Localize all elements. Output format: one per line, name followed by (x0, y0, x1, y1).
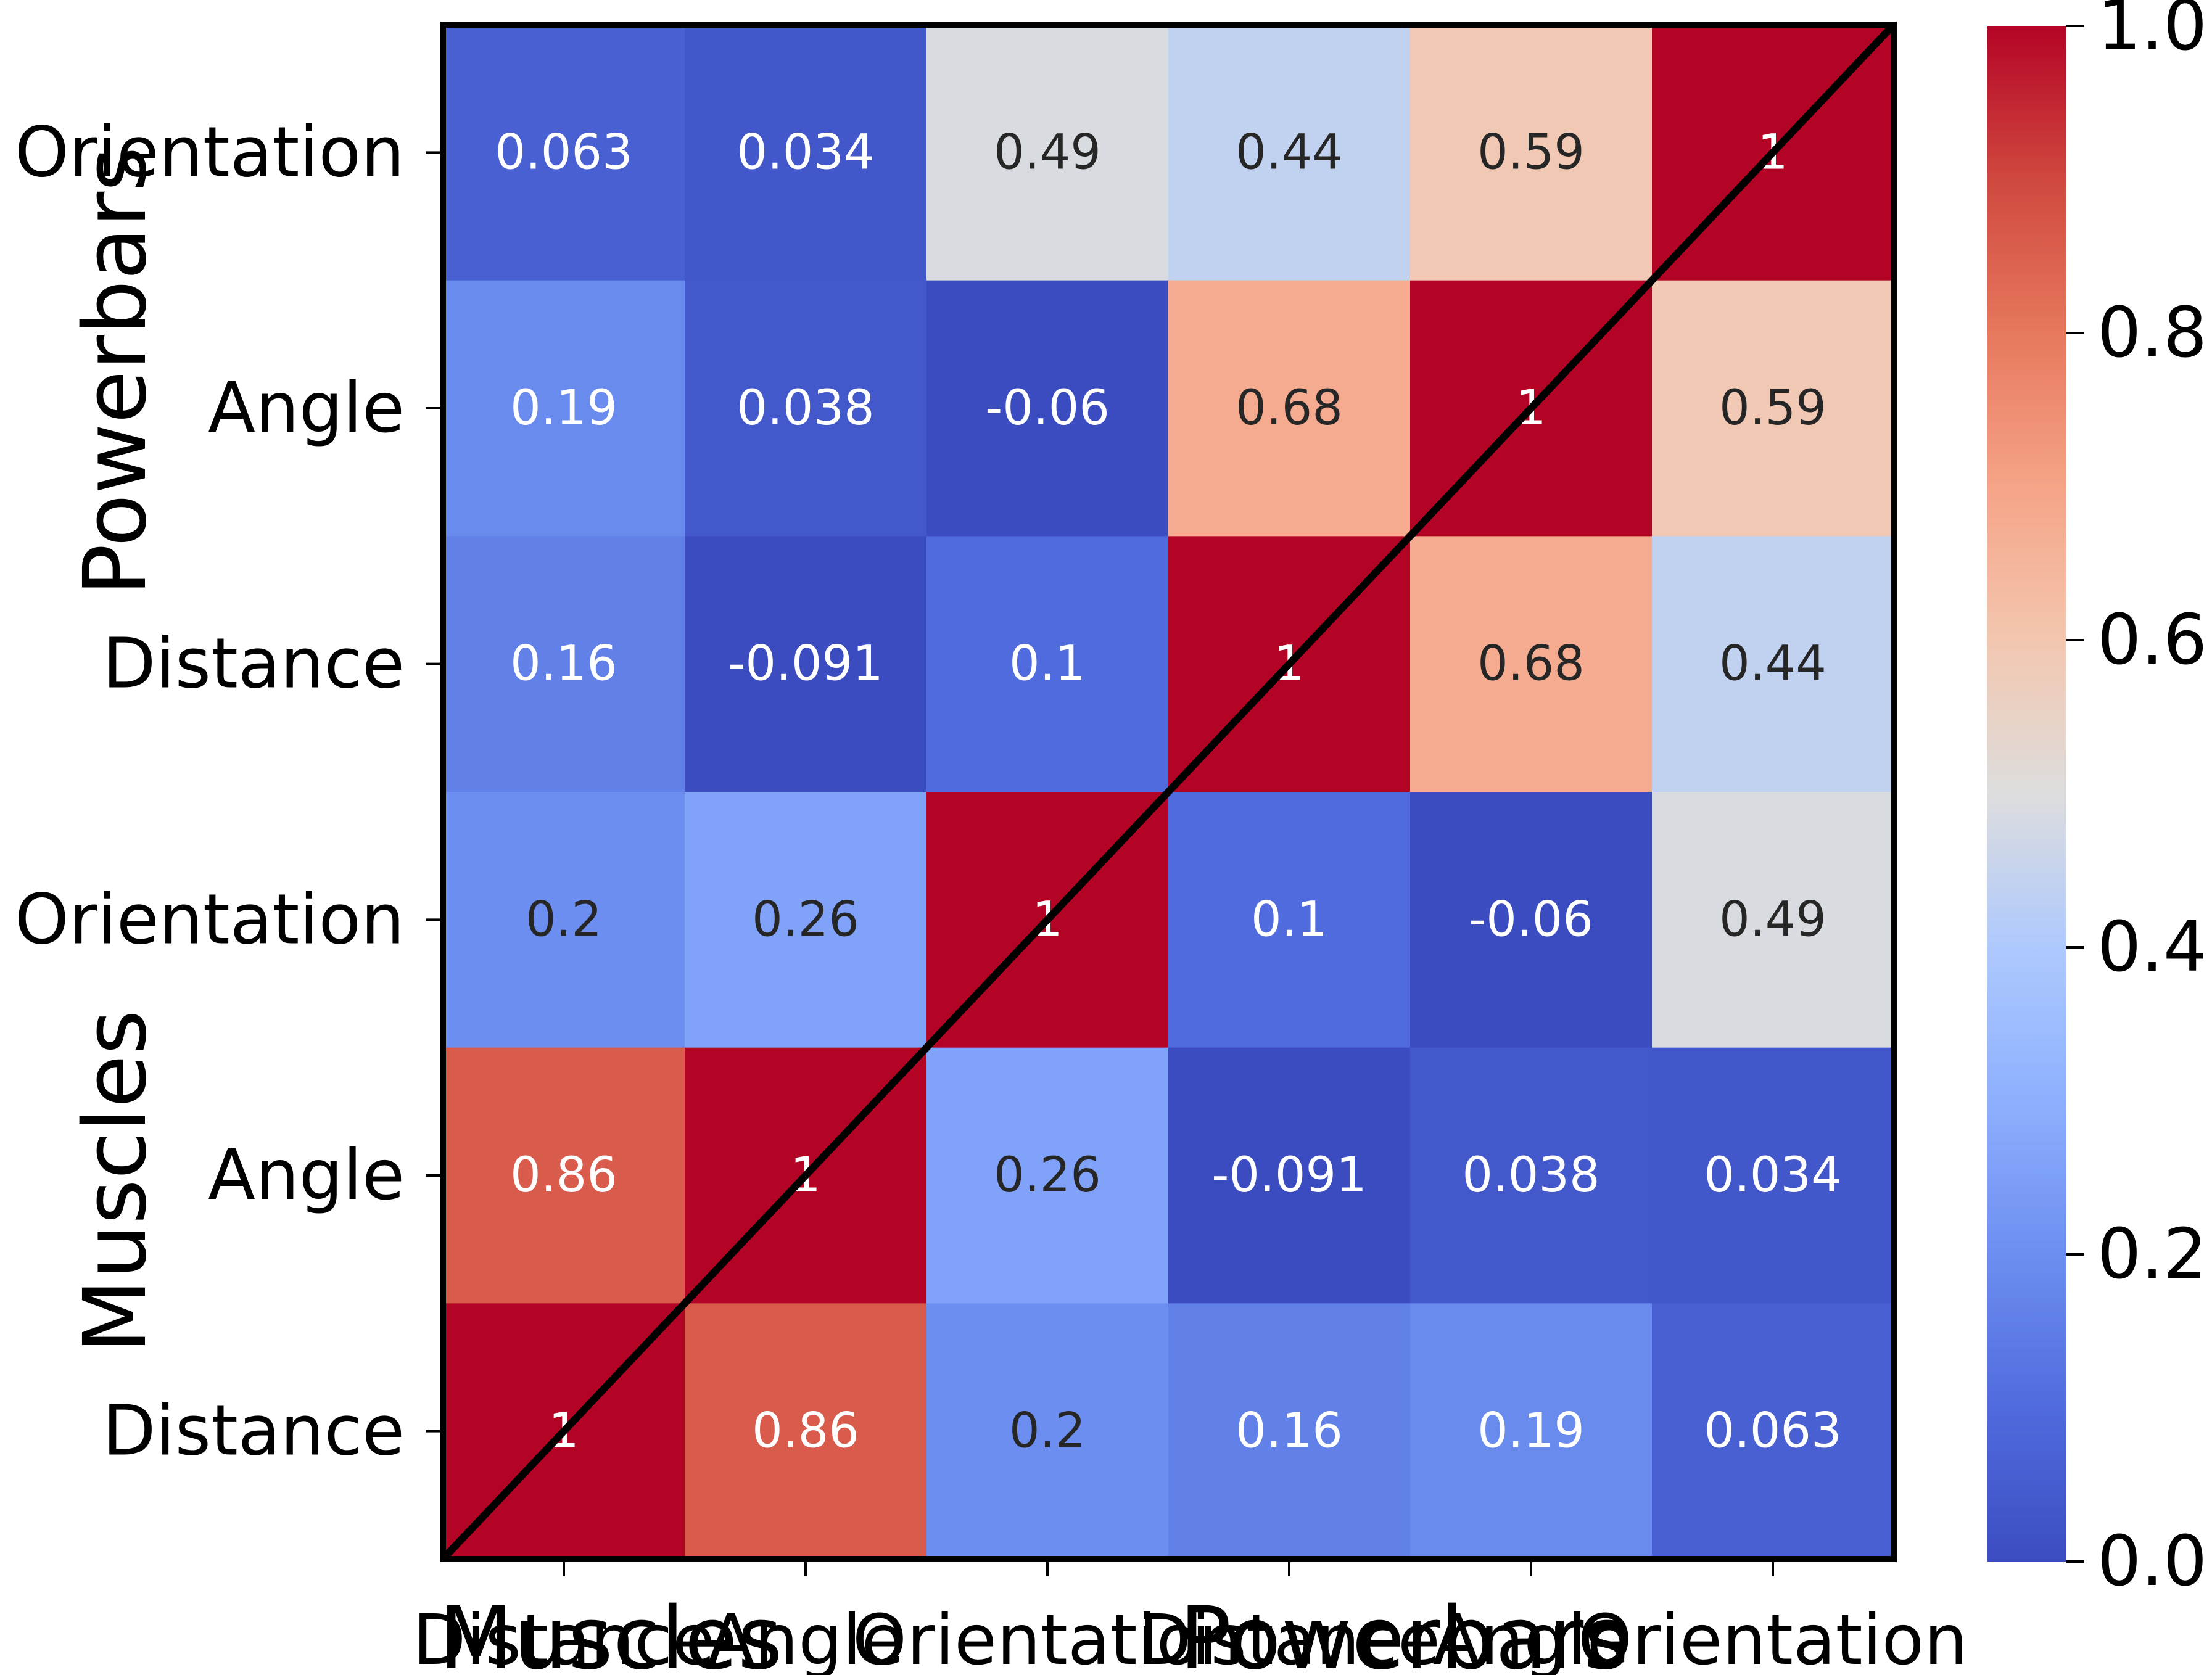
group-labels: Muscles Powerbars Powerbars Muscles (65, 147, 1628, 1675)
cell-annotation-r2-c0: 0.16 (510, 636, 617, 692)
cell-annotation-r5-c5: 0.063 (1704, 1404, 1841, 1459)
y-group-label-1: Muscles (65, 1010, 166, 1353)
heatmap-cell-r5-c1 (685, 1303, 927, 1560)
heatmap-cell-r2-c0 (443, 536, 685, 792)
cell-annotation-r0-c1: 0.034 (737, 125, 874, 180)
x-group-label-1: Powerbars (1179, 1589, 1628, 1675)
cell-annotation-r0-c0: 0.063 (495, 125, 632, 180)
heatmap-cells (443, 25, 1894, 1560)
heatmap-cell-r3-c4 (1410, 792, 1653, 1048)
colorbar-tick-label-5: 1.0 (2097, 0, 2207, 66)
cell-annotation-r1-c2: -0.06 (985, 381, 1110, 436)
colorbar-tick-label-0: 0.0 (2097, 1521, 2207, 1602)
heatmap-cell-r4-c2 (926, 1047, 1169, 1304)
cell-annotation-r1-c0: 0.19 (510, 381, 617, 436)
heatmap-cell-r5-c5 (1652, 1303, 1894, 1560)
cell-annotation-r3-c1: 0.26 (752, 892, 859, 947)
heatmap-frame (440, 22, 1897, 1563)
cell-annotation-r3-c5: 0.49 (1719, 892, 1826, 947)
x-tick-label-1: Angle (708, 1600, 904, 1675)
x-tick-label-5: Orientation (1578, 1600, 1968, 1675)
colorbar-tick-label-2: 0.4 (2097, 907, 2207, 987)
y-tick-label-1: Angle (208, 368, 405, 448)
heatmap-cell-r2-c2 (926, 536, 1169, 792)
cell-annotation-r5-c2: 0.2 (1009, 1404, 1086, 1459)
cell-annotation-r1-c3: 0.68 (1236, 381, 1343, 436)
heatmap-cell-r1-c3 (1168, 280, 1411, 537)
heatmap-cell-r2-c4 (1410, 536, 1653, 792)
y-tick-label-3: Orientation (15, 879, 405, 960)
cell-annotation-r0-c2: 0.49 (994, 125, 1101, 180)
cell-annotation-r1-c5: 0.59 (1719, 381, 1826, 436)
diagonal-line (440, 22, 1897, 1562)
cell-annotation-r2-c1: -0.091 (728, 636, 883, 692)
cell-annotation-r5-c1: 0.86 (752, 1404, 859, 1459)
heatmap-cell-r0-c1 (685, 25, 927, 281)
heatmap-cell-r0-c0 (443, 25, 685, 281)
y-tick-label-5: Distance (102, 1391, 405, 1471)
x-axis-ticks: DistanceAngleOrientationDistanceAngleOri… (413, 1559, 1968, 1675)
x-tick-label-2: Orientation (852, 1600, 1242, 1675)
y-tick-label-0: Orientation (15, 112, 405, 192)
y-tick-label-4: Angle (208, 1135, 405, 1216)
heatmap-cell-r3-c5 (1652, 792, 1894, 1048)
heatmap-cell-r5-c4 (1410, 1303, 1653, 1560)
cell-annotation-r3-c3: 0.1 (1251, 892, 1327, 947)
x-tick-label-0: Distance (413, 1600, 715, 1675)
heatmap-cell-r4-c5 (1652, 1047, 1894, 1304)
heatmap-cell-r1-c0 (443, 280, 685, 537)
cell-annotation-r4-c3: -0.091 (1211, 1148, 1366, 1203)
cell-annotation-r5-c3: 0.16 (1236, 1404, 1343, 1459)
heatmap-cell-r0-c2 (926, 25, 1169, 281)
heatmap-cell-r0-c4 (1410, 25, 1653, 281)
cell-annotation-r1-c1: 0.038 (737, 381, 874, 436)
cell-annotation-r0-c4: 0.59 (1477, 125, 1585, 180)
heatmap-cell-r4-c4 (1410, 1047, 1653, 1304)
cell-annotation-r4-c4: 0.038 (1462, 1148, 1599, 1203)
y-axis-ticks: Orientation Angle Distance Orientation Angle… (15, 112, 443, 1471)
colorbar: 0.0 0.2 0.4 0.6 0.8 1.0 (1987, 0, 2207, 1602)
x-tick-label-3: Distance (1138, 1600, 1440, 1675)
heatmap-cell-r3-c0 (443, 792, 685, 1048)
cell-annotation-r2-c4: 0.68 (1477, 636, 1585, 692)
heatmap-border (440, 22, 1897, 1563)
heatmap-cell-r2-c1 (685, 536, 927, 792)
heatmap-cell-r1-c2 (926, 280, 1169, 537)
colorbar-tick-label-1: 0.2 (2097, 1214, 2207, 1294)
cell-annotation-r4-c5: 0.034 (1704, 1148, 1841, 1203)
cell-annotation-r3-c4: -0.06 (1469, 892, 1593, 947)
colorbar-tick-label-3: 0.6 (2097, 600, 2207, 680)
y-group-label-0: Powerbars (65, 147, 166, 596)
cell-annotation-r2-c2: 0.1 (1009, 636, 1086, 692)
cell-annotation-r4-c0: 0.86 (510, 1148, 617, 1203)
y-tick-label-2: Distance (102, 624, 405, 704)
cell-annotation-r0-c3: 0.44 (1236, 125, 1343, 180)
heatmap-cell-r4-c3 (1168, 1047, 1411, 1304)
heatmap-cell-r5-c3 (1168, 1303, 1411, 1560)
colorbar-tick-label-4: 0.8 (2097, 293, 2207, 373)
cell-annotation-r4-c2: 0.26 (994, 1148, 1101, 1203)
cell-annotation-r3-c0: 0.2 (526, 892, 602, 947)
heatmap-cell-r5-c2 (926, 1303, 1169, 1560)
heatmap-cell-r3-c3 (1168, 792, 1411, 1048)
heatmap-cell-r0-c3 (1168, 25, 1411, 281)
heatmap-cell-r1-c5 (1652, 280, 1894, 537)
x-tick-label-4: Angle (1433, 1600, 1630, 1675)
colorbar-bar (1987, 26, 2066, 1562)
x-group-label-0: Muscles (439, 1589, 782, 1675)
heatmap-cell-r4-c0 (443, 1047, 685, 1304)
heatmap-cell-r3-c1 (685, 792, 927, 1048)
heatmap-cell-r1-c1 (685, 280, 927, 537)
heatmap-cell-r2-c5 (1652, 536, 1894, 792)
cell-annotation-r2-c5: 0.44 (1719, 636, 1826, 692)
cell-annotation-r5-c4: 0.19 (1477, 1404, 1585, 1459)
cell-annotations: 0.0630.0340.490.440.5910.190.038-0.060.6… (495, 125, 1841, 1459)
